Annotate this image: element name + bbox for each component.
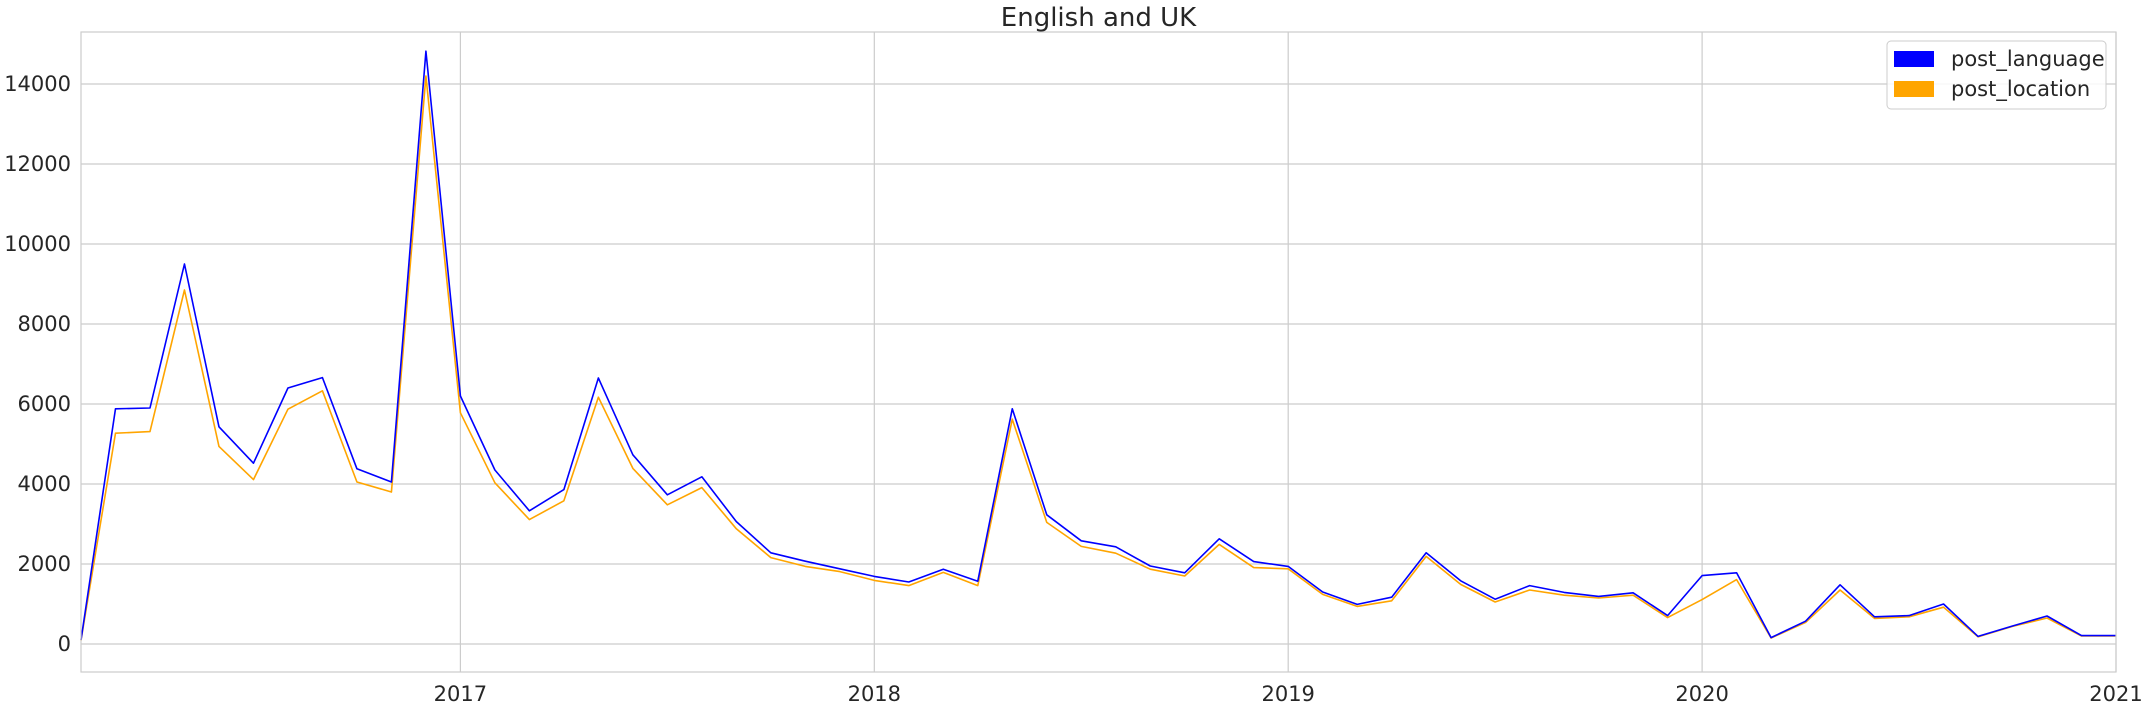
chart-title: English and UK [1001,3,1197,33]
x-tick-label: 2017 [434,682,487,706]
legend-label-post_location: post_location [1951,77,2090,102]
grid [81,32,2117,672]
y-tick-label: 14000 [4,72,71,96]
x-axis-ticks: 2017 2018 2019 2020 2021 [434,682,2143,706]
plot-frame [80,31,2117,673]
y-tick-label: 6000 [18,392,71,416]
legend-swatch-post_location [1894,81,1934,97]
y-axis-ticks: 0 2000 4000 6000 8000 10000 12000 14000 [4,72,71,656]
y-tick-label: 0 [58,632,71,656]
x-tick-label: 2018 [848,682,901,706]
y-tick-label: 2000 [18,552,71,576]
legend-box [1886,40,2107,110]
series-line-post_location [80,75,2116,641]
x-tick-label: 2020 [1675,682,1728,706]
legend-swatch-post_language [1894,51,1934,67]
y-tick-label: 8000 [18,312,71,336]
series-lines [80,50,2116,641]
y-tick-label: 12000 [4,152,71,176]
y-tick-label: 10000 [4,232,71,256]
x-tick-label: 2019 [1261,682,1314,706]
legend: post_language post_location [1886,40,2107,110]
x-tick-label: 2021 [2089,682,2142,706]
y-tick-label: 4000 [18,472,71,496]
series-line-post_language [80,50,2116,641]
legend-label-post_language: post_language [1951,47,2105,72]
